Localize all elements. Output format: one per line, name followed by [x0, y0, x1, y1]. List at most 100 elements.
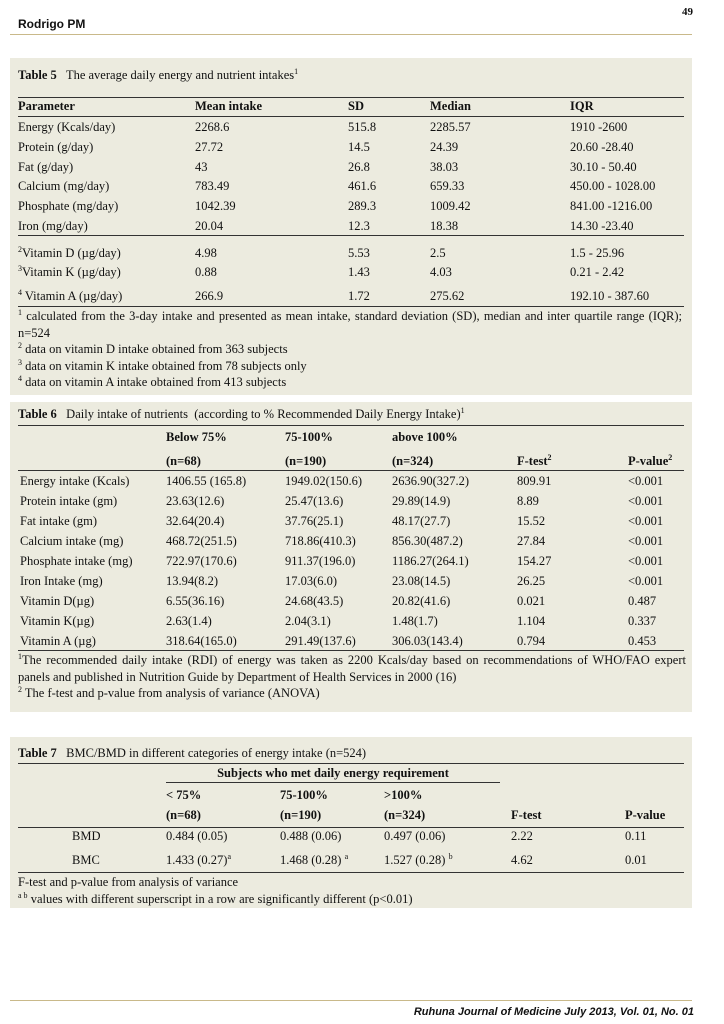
superscript: 2	[18, 340, 22, 350]
cell: 48.17(27.7)	[392, 514, 451, 528]
cell-text: data on vitamin A intake obtained from 4…	[22, 375, 287, 389]
row-label: Vitamin K(µg)	[20, 614, 95, 628]
row-label: Fat (g/day)	[18, 160, 74, 174]
cell: 1.43	[348, 265, 370, 279]
title-text: BMC/BMD in different categories of energ…	[66, 746, 367, 760]
cell: 659.33	[430, 179, 465, 193]
cell: 5.53	[348, 246, 370, 260]
superscript: 3	[18, 357, 22, 367]
column-header: F-test	[511, 808, 542, 822]
row-label: Phosphate intake (mg)	[20, 554, 133, 568]
table-rule	[18, 650, 684, 651]
cell: 1910 -2600	[570, 120, 628, 134]
row-label: 3Vitamin K (µg/day)	[18, 264, 121, 280]
cell-text: data on vitamin D intake obtained from 3…	[22, 342, 288, 356]
column-header: (n=324)	[384, 808, 426, 822]
cell: 809.91	[517, 474, 552, 488]
cell: 1009.42	[430, 199, 471, 213]
cell: 2.22	[511, 829, 533, 843]
cell: 0.01	[625, 853, 647, 867]
column-header: SD	[348, 99, 364, 113]
row-label: 4 Vitamin A (µg/day)	[18, 288, 122, 304]
cell: 1.433 (0.27)a	[166, 852, 231, 868]
cell: 23.63(12.6)	[166, 494, 225, 508]
column-header: Below 75%	[166, 430, 227, 444]
cell: 1042.39	[195, 199, 236, 213]
title-text: The average daily energy and nutrient in…	[65, 68, 295, 82]
table7-box	[10, 737, 692, 908]
cell: 468.72(251.5)	[166, 534, 237, 548]
group-header: Subjects who met daily energy requiremen…	[217, 766, 449, 780]
cell-text: 1.433 (0.27)	[166, 853, 228, 867]
column-header: Median	[430, 99, 471, 113]
column-header: 75-100%	[285, 430, 333, 444]
superscript: 1	[18, 307, 22, 317]
table-rule	[18, 306, 684, 307]
superscript: a b	[18, 890, 28, 900]
footnote: 1 calculated from the 3-day intake and p…	[18, 308, 682, 341]
superscript: 1	[460, 405, 465, 415]
column-header: >100%	[384, 788, 423, 802]
cell: 24.68(43.5)	[285, 594, 344, 608]
cell: 17.03(6.0)	[285, 574, 338, 588]
cell: 20.04	[195, 219, 224, 233]
cell: 30.10 - 50.40	[570, 160, 637, 174]
cell: 718.86(410.3)	[285, 534, 356, 548]
cell: 0.484 (0.05)	[166, 829, 228, 843]
cell: 266.9	[195, 289, 224, 303]
cell: 841.00 -1216.00	[570, 199, 653, 213]
row-label: Protein (g/day)	[18, 140, 94, 154]
cell: 2285.57	[430, 120, 471, 134]
row-label: BMD	[72, 829, 101, 843]
cell: 37.76(25.1)	[285, 514, 344, 528]
row-label: Calcium intake (mg)	[20, 534, 124, 548]
cell: 1186.27(264.1)	[392, 554, 469, 568]
cell-text: F-test	[517, 454, 548, 468]
cell: 318.64(165.0)	[166, 634, 237, 648]
footnote: 3 data on vitamin K intake obtained from…	[18, 358, 682, 375]
superscript: b	[448, 851, 453, 861]
footnote: 2 The f-test and p-value from analysis o…	[18, 685, 686, 702]
cell: 289.3	[348, 199, 377, 213]
cell: 461.6	[348, 179, 377, 193]
cell: 1.468 (0.28) a	[280, 852, 348, 868]
cell: 2268.6	[195, 120, 230, 134]
superscript: 2	[18, 244, 22, 254]
cell: 856.30(487.2)	[392, 534, 463, 548]
column-header: (n=190)	[285, 454, 327, 468]
cell: 6.55(36.16)	[166, 594, 225, 608]
row-label: Protein intake (gm)	[20, 494, 118, 508]
cell: 15.52	[517, 514, 546, 528]
cell: 450.00 - 1028.00	[570, 179, 656, 193]
table-rule	[18, 827, 684, 828]
table-rule	[18, 425, 684, 426]
cell: 0.88	[195, 265, 217, 279]
column-header: (n=324)	[392, 454, 434, 468]
column-header: 75-100%	[280, 788, 328, 802]
footer: Ruhuna Journal of Medicine July 2013, Vo…	[413, 1006, 694, 1018]
column-header: F-test2	[517, 453, 552, 469]
cell-text: Vitamin D (µg/day)	[22, 246, 121, 260]
cell: 1406.55 (165.8)	[166, 474, 247, 488]
cell: 27.84	[517, 534, 546, 548]
footer-rule	[10, 1000, 692, 1001]
cell: 0.021	[517, 594, 546, 608]
cell: 14.30 -23.40	[570, 219, 634, 233]
cell: 32.64(20.4)	[166, 514, 225, 528]
superscript: 2	[668, 452, 673, 462]
cell: 20.60 -28.40	[570, 140, 634, 154]
footnote: a b values with different superscript in…	[18, 891, 686, 908]
column-header: IQR	[570, 99, 594, 113]
superscript: a	[227, 851, 232, 861]
cell: 1.104	[517, 614, 546, 628]
cell: 0.497 (0.06)	[384, 829, 446, 843]
row-label: Energy intake (Kcals)	[20, 474, 130, 488]
column-header: Parameter	[18, 99, 75, 113]
cell-text: 1.527 (0.28)	[384, 853, 449, 867]
cell: 13.94(8.2)	[166, 574, 219, 588]
cell: 0.794	[517, 634, 546, 648]
cell: 43	[195, 160, 208, 174]
cell: 4.98	[195, 246, 217, 260]
cell: 26.8	[348, 160, 370, 174]
column-header: above 100%	[392, 430, 458, 444]
